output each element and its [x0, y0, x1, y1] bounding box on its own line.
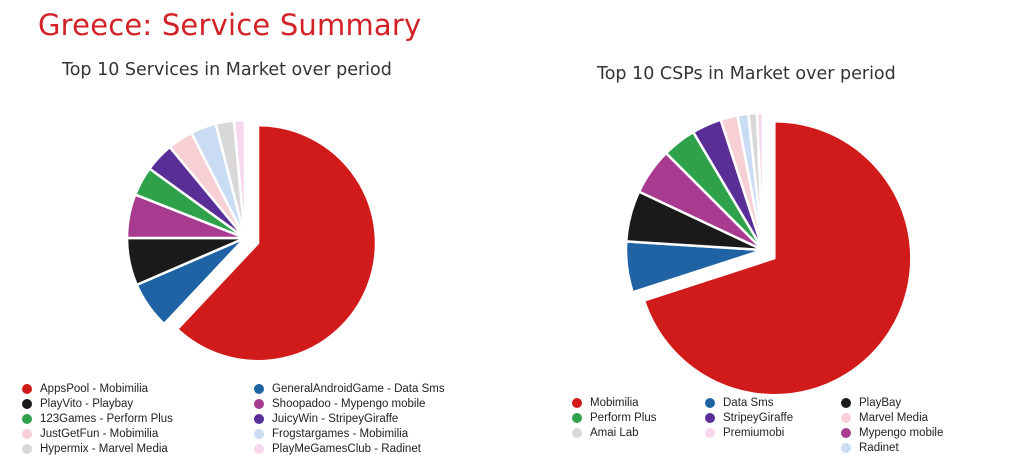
legend-marker-icon [254, 398, 264, 409]
legend-item [572, 440, 705, 455]
services-chart-title: Top 10 Services in Market over period [62, 60, 392, 80]
legend-item[interactable]: 123Games - Perform Plus [22, 411, 254, 426]
legend-marker-icon [254, 413, 264, 424]
legend-label: Premiumobi [723, 426, 785, 439]
legend-item[interactable]: Data Sms [705, 395, 841, 410]
legend-label: Hypermix - Marvel Media [40, 442, 168, 455]
legend-label: Perform Plus [590, 411, 657, 424]
legend-marker-icon [705, 397, 715, 408]
legend-item [705, 440, 841, 455]
legend-label: PlayBay [859, 396, 902, 409]
legend-label: Mobimilia [590, 396, 639, 409]
legend-marker-icon [705, 412, 715, 423]
legend-label: JustGetFun - Mobimilia [40, 427, 159, 440]
legend-item[interactable]: JustGetFun - Mobimilia [22, 426, 254, 441]
legend-label: Radinet [859, 441, 899, 454]
legend-item[interactable]: Perform Plus [572, 410, 705, 425]
legend-label: 123Games - Perform Plus [40, 412, 173, 425]
page-title: Greece: Service Summary [38, 8, 422, 42]
legend-label: Amai Lab [590, 426, 639, 439]
legend-item[interactable]: Frogstargames - Mobimilia [254, 426, 474, 441]
csps-chart-title: Top 10 CSPs in Market over period [597, 64, 896, 84]
services-pie-chart [125, 118, 378, 363]
legend-item[interactable]: AppsPool - Mobimilia [22, 381, 254, 396]
legend-item[interactable]: GeneralAndroidGame - Data Sms [254, 381, 474, 396]
legend-marker-icon [841, 412, 851, 423]
legend-item[interactable]: Marvel Media [841, 410, 981, 425]
legend-label: PlayVito - Playbay [40, 397, 134, 410]
pie-slice [232, 118, 247, 240]
legend-marker-icon [572, 427, 582, 438]
legend-item[interactable]: Amai Lab [572, 425, 705, 440]
legend-marker-icon [22, 443, 32, 454]
legend-item[interactable]: Radinet [841, 440, 981, 455]
legend-marker-icon [22, 398, 32, 409]
legend-item[interactable]: Mypengo mobile [841, 425, 981, 440]
legend-marker-icon [572, 412, 582, 423]
legend-marker-icon [254, 443, 264, 454]
legend-item[interactable]: StripeyGiraffe [705, 410, 841, 425]
legend-label: Mypengo mobile [859, 426, 944, 439]
pie-slice [175, 123, 378, 363]
legend-label: PlayMeGamesClub - Radinet [272, 442, 421, 455]
csps-pie-chart [624, 111, 913, 397]
legend-label: GeneralAndroidGame - Data Sms [272, 382, 445, 395]
legend-item[interactable]: Hypermix - Marvel Media [22, 441, 254, 456]
csps-legend: Mobimilia Data Sms PlayBay Perform Plus Stri… [572, 395, 981, 455]
legend-label: Data Sms [723, 396, 774, 409]
legend-marker-icon [254, 383, 264, 394]
legend-marker-icon [22, 428, 32, 439]
legend-marker-icon [22, 413, 32, 424]
legend-marker-icon [705, 427, 715, 438]
legend-item[interactable]: Shoopadoo - Mypengo mobile [254, 396, 474, 411]
legend-marker-icon [841, 427, 851, 438]
legend-marker-icon [254, 428, 264, 439]
legend-label: Marvel Media [859, 411, 929, 424]
legend-marker-icon [572, 397, 582, 408]
legend-item[interactable]: Premiumobi [705, 425, 841, 440]
pie-slice [755, 111, 765, 252]
legend-marker-icon [841, 442, 851, 453]
legend-item[interactable]: PlayMeGamesClub - Radinet [254, 441, 474, 456]
legend-item[interactable]: JuicyWin - StripeyGiraffe [254, 411, 474, 426]
legend-label: StripeyGiraffe [723, 411, 794, 424]
legend-label: AppsPool - Mobimilia [40, 382, 149, 395]
legend-label: JuicyWin - StripeyGiraffe [272, 412, 399, 425]
legend-item[interactable]: PlayBay [841, 395, 981, 410]
legend-marker-icon [22, 383, 32, 394]
pie-slice [642, 119, 913, 397]
legend-label: Shoopadoo - Mypengo mobile [272, 397, 426, 410]
services-legend: AppsPool - Mobimilia PlayVito - Playbay 12… [22, 381, 474, 456]
legend-item[interactable]: Mobimilia [572, 395, 705, 410]
legend-item[interactable]: PlayVito - Playbay [22, 396, 254, 411]
legend-marker-icon [841, 397, 851, 408]
legend-label: Frogstargames - Mobimilia [272, 427, 409, 440]
